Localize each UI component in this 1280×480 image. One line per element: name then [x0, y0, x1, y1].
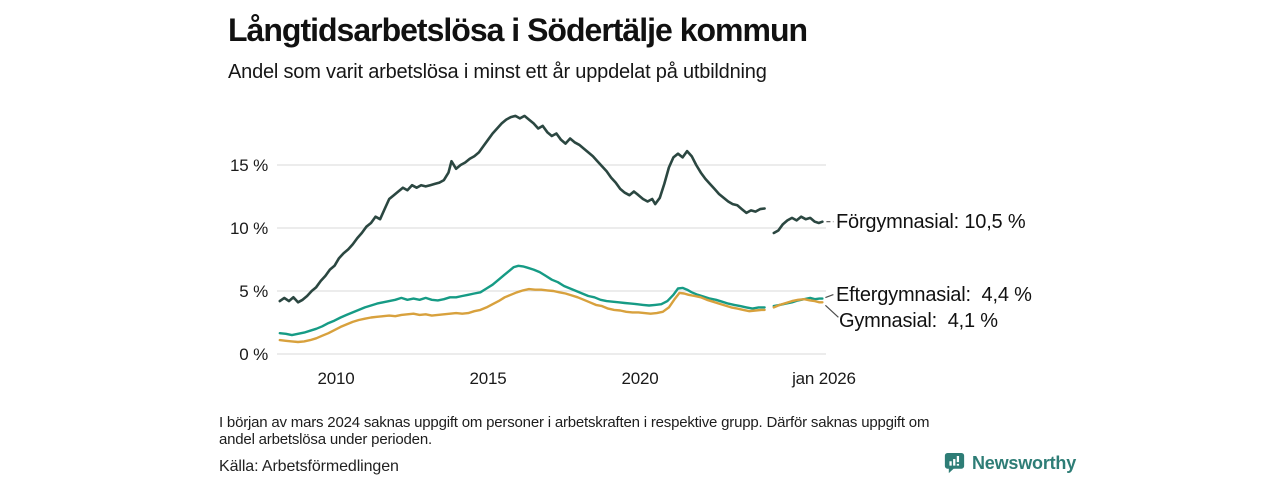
y-tick-label: 15 % [230, 156, 268, 175]
x-tick-label: jan 2026 [791, 369, 856, 388]
series-line-gymnasial [772, 298, 824, 309]
page-title: Långtidsarbetslösa i Södertälje kommun [228, 12, 808, 48]
series-end-label-forgymnasial: Förgymnasial: 10,5 % [836, 211, 1026, 233]
bar-chart-speech-bubble-icon [944, 452, 965, 474]
y-tick-label: 10 % [230, 219, 268, 238]
newsworthy-wordmark: Newsworthy [972, 452, 1077, 473]
x-tick-label: 2010 [317, 369, 354, 388]
footnote-line-1: I början av mars 2024 saknas uppgift om … [219, 414, 930, 431]
series-line-gymnasial [278, 287, 766, 344]
series-line-forgymnasial [278, 114, 766, 304]
series-end-label-eftergymnasial: Eftergymnasial: 4,4 % [836, 284, 1032, 306]
leader-line-eftergymnasial [825, 293, 834, 299]
leader-line-gymnasial [824, 304, 839, 318]
x-tick-label: 2020 [621, 369, 658, 388]
newsworthy-logo: Newsworthy [944, 452, 1076, 474]
y-tick-label: 0 % [239, 345, 268, 364]
footnote-line-2: andel arbetslösa under perioden. [219, 431, 432, 448]
footnote: I början av mars 2024 saknas uppgift om … [219, 414, 929, 448]
series-line-eftergymnasial [278, 264, 766, 337]
page-subtitle: Andel som varit arbetslösa i minst ett å… [228, 61, 767, 83]
series-end-label-gymnasial: Gymnasial: 4,1 % [839, 310, 998, 332]
series-line-forgymnasial [772, 215, 824, 235]
x-tick-label: 2015 [469, 369, 506, 388]
y-tick-label: 5 % [239, 282, 268, 301]
source-note: Källa: Arbetsförmedlingen [219, 458, 399, 475]
